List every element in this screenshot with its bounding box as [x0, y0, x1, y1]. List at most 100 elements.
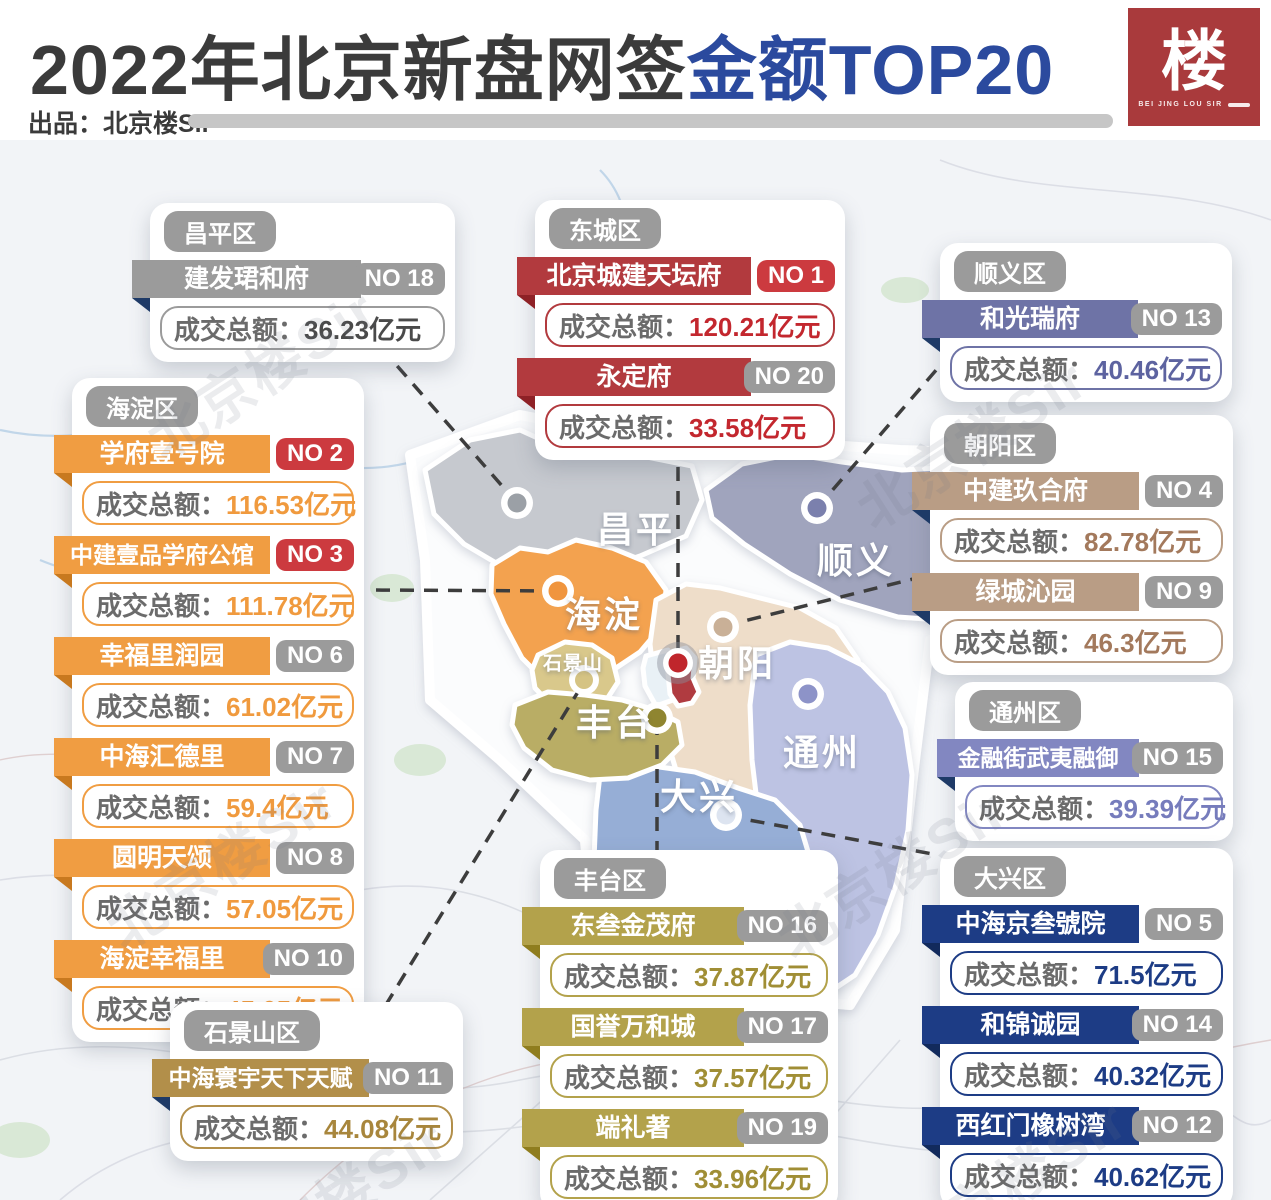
- amount-label: 成交总额：: [964, 1060, 1095, 1091]
- card-dongcheng: 东城区 北京城建天坛府 NO 1 成交总额： 120.21亿元 永定府 NO 20…: [517, 200, 845, 460]
- rank-badge: NO 5: [1144, 908, 1223, 940]
- amount-box: 成交总额： 82.78亿元: [940, 518, 1223, 562]
- ranking-entry: 中海京叁號院 NO 5 成交总额： 71.5亿元: [922, 905, 1223, 995]
- ranking-entry: 学府壹号院 NO 2 成交总额： 116.53亿元: [54, 435, 357, 525]
- rank-badge: NO 8: [275, 842, 354, 874]
- title-black: 2022年北京新盘网签: [30, 31, 687, 109]
- amount-box: 成交总额： 57.05亿元: [82, 885, 354, 929]
- amount-value: 37.57亿元: [694, 1062, 812, 1093]
- logo-subtext: BEI JING LOU SIR: [1138, 101, 1223, 108]
- amount-box: 成交总额： 40.32亿元: [950, 1052, 1223, 1096]
- amount-label: 成交总额：: [964, 354, 1095, 385]
- rank-badge: NO 11: [362, 1062, 453, 1094]
- amount-box: 成交总额： 37.57亿元: [550, 1054, 828, 1098]
- district-pill: 丰台区: [554, 858, 666, 899]
- rank-badge: NO 7: [275, 741, 354, 773]
- amount-label: 成交总额：: [174, 314, 305, 345]
- ranking-entry: 绿城沁园 NO 9 成交总额： 46.3亿元: [912, 573, 1223, 663]
- amount-label: 成交总额：: [96, 489, 227, 520]
- ranking-entry: 金融街武夷融御 NO 15 成交总额： 39.39亿元: [937, 739, 1226, 829]
- ranking-entry: 建发珺和府 NO 18 成交总额： 36.23亿元: [132, 260, 445, 350]
- byline-divider: [188, 114, 1113, 128]
- property-ribbon: 永定府: [517, 358, 751, 396]
- ranking-entry: 幸福里润园 NO 6 成交总额： 61.02亿元: [54, 637, 354, 727]
- map-label-chaoyang: 朝阳: [697, 643, 777, 684]
- amount-box: 成交总额： 46.3亿元: [940, 619, 1223, 663]
- amount-label: 成交总额：: [964, 959, 1095, 990]
- ranking-entry: 永定府 NO 20 成交总额： 33.58亿元: [517, 358, 835, 448]
- amount-value: 40.62亿元: [1094, 1161, 1212, 1192]
- property-ribbon: 金融街武夷融御: [937, 739, 1139, 777]
- rank-badge: NO 9: [1144, 576, 1223, 608]
- property-ribbon: 和锦诚园: [922, 1006, 1139, 1044]
- district-pill: 通州区: [969, 690, 1081, 731]
- rank-badge: NO 19: [736, 1112, 828, 1144]
- map-label-tongzhou: 通州: [782, 732, 862, 773]
- property-ribbon: 中海汇德里: [54, 738, 270, 776]
- amount-label: 成交总额：: [559, 412, 690, 443]
- amount-label: 成交总额：: [564, 961, 695, 992]
- ranking-entry: 和锦诚园 NO 14 成交总额： 40.32亿元: [922, 1006, 1223, 1096]
- map-label-changping: 昌平: [596, 509, 676, 550]
- property-ribbon: 幸福里润园: [54, 637, 270, 675]
- rank-badge: NO 13: [1130, 303, 1222, 335]
- card-daxing: 大兴区 中海京叁號院 NO 5 成交总额： 71.5亿元 和锦诚园 NO 14 成…: [922, 848, 1233, 1200]
- property-ribbon: 海淀幸福里: [54, 940, 270, 978]
- connector-changping: [369, 334, 519, 505]
- property-ribbon: 中海寰宇天下天赋: [152, 1059, 369, 1097]
- rank-badge: NO 14: [1131, 1009, 1223, 1041]
- amount-box: 成交总额： 44.08亿元: [180, 1105, 453, 1149]
- property-ribbon: 建发珺和府: [132, 260, 361, 298]
- district-markers: [501, 487, 833, 831]
- amount-value: 36.23亿元: [304, 314, 422, 345]
- amount-box: 成交总额： 37.87亿元: [550, 953, 828, 997]
- property-ribbon: 北京城建天坛府: [517, 257, 751, 295]
- property-ribbon: 和光瑞府: [922, 300, 1138, 338]
- amount-box: 成交总额： 40.62亿元: [950, 1153, 1223, 1197]
- byline: 出品：北京楼Sir: [28, 110, 212, 138]
- district-pill: 东城区: [549, 208, 661, 249]
- amount-box: 成交总额： 36.23亿元: [160, 306, 445, 350]
- amount-value: 57.05亿元: [226, 893, 344, 924]
- rank-badge: NO 17: [736, 1011, 828, 1043]
- amount-box: 成交总额： 120.21亿元: [545, 303, 835, 347]
- amount-label: 成交总额：: [954, 627, 1085, 658]
- connector-daxing: [726, 814, 939, 857]
- property-ribbon: 国誉万和城: [522, 1008, 744, 1046]
- amount-label: 成交总额：: [964, 1161, 1095, 1192]
- amount-box: 成交总额： 111.78亿元: [82, 582, 355, 626]
- rank-badge: NO 3: [275, 539, 354, 571]
- connector-haidian: [368, 588, 559, 593]
- amount-value: 40.46亿元: [1094, 354, 1212, 385]
- amount-value: 59.4亿元: [226, 792, 329, 823]
- rank-badge: NO 15: [1131, 742, 1223, 774]
- amount-label: 成交总额：: [564, 1163, 695, 1194]
- logo-glyph: 楼: [1161, 24, 1227, 98]
- district-pill: 石景山区: [184, 1010, 320, 1051]
- amount-value: 44.08亿元: [324, 1113, 442, 1144]
- amount-box: 成交总额： 33.96亿元: [550, 1155, 828, 1199]
- ranking-entry: 和光瑞府 NO 13 成交总额： 40.46亿元: [922, 300, 1222, 390]
- amount-box: 成交总额： 59.4亿元: [82, 784, 354, 828]
- page-title: 2022年北京新盘网签金额TOP20: [30, 14, 1054, 115]
- ranking-entry: 端礼著 NO 19 成交总额： 33.96亿元: [522, 1109, 828, 1199]
- ranking-entry: 西红门橡树湾 NO 12 成交总额： 40.62亿元: [922, 1107, 1223, 1197]
- map-label-shunyi: 顺义: [816, 540, 896, 581]
- rank-badge: NO 2: [275, 438, 354, 470]
- amount-box: 成交总额： 71.5亿元: [950, 951, 1223, 995]
- connector-shijingshan: [385, 686, 583, 1004]
- card-shijingshan: 石景山区 中海寰宇天下天赋 NO 11 成交总额： 44.08亿元: [152, 1002, 463, 1161]
- amount-value: 82.78亿元: [1084, 526, 1202, 557]
- title-blue: 金额TOP20: [686, 31, 1055, 109]
- property-ribbon: 中建玖合府: [912, 472, 1139, 510]
- amount-label: 成交总额：: [96, 590, 227, 621]
- amount-value: 116.53亿元: [226, 489, 357, 520]
- rank-badge: NO 4: [1144, 475, 1223, 507]
- amount-box: 成交总额： 116.53亿元: [82, 481, 357, 525]
- property-ribbon: 中建壹品学府公馆: [54, 536, 270, 574]
- ranking-entry: 国誉万和城 NO 17 成交总额： 37.57亿元: [522, 1008, 828, 1098]
- ranking-entry: 北京城建天坛府 NO 1 成交总额： 120.21亿元: [517, 257, 835, 347]
- property-ribbon: 西红门橡树湾: [922, 1107, 1139, 1145]
- ranking-entry: 中建玖合府 NO 4 成交总额： 82.78亿元: [912, 472, 1223, 562]
